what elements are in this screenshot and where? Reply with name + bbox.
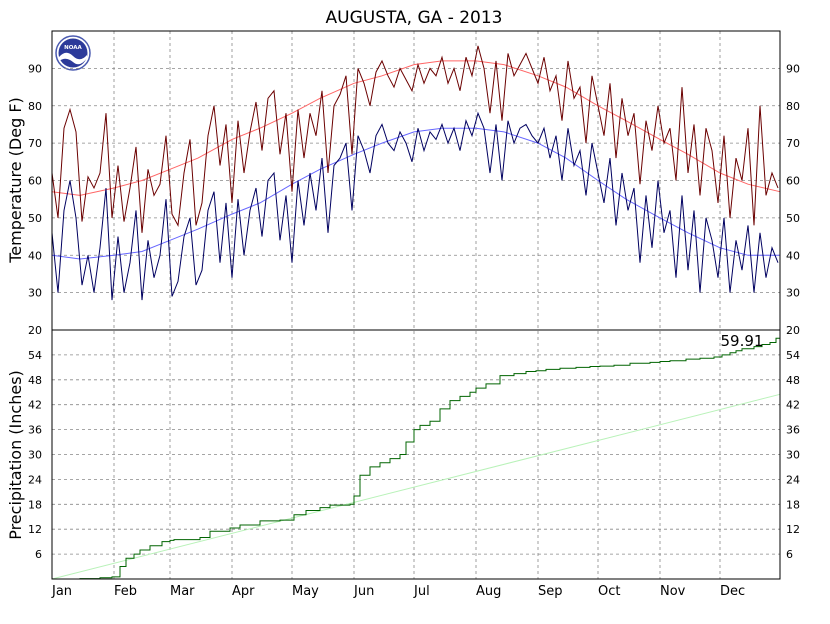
temperature-tick-label-right: 70 (786, 137, 800, 150)
noaa-logo: NOAA (55, 35, 91, 71)
month-tick-label: Dec (720, 584, 745, 599)
month-tick-label: Feb (114, 584, 137, 599)
month-tick-label: Nov (660, 584, 686, 599)
precipitation-tick-label-left: 30 (28, 449, 42, 462)
precipitation-tick-label-left: 54 (28, 349, 42, 362)
temperature-tick-label-left: 30 (28, 287, 42, 300)
precipitation-tick-label-left: 48 (28, 374, 42, 387)
normal-cumulative-precipitation-line (51, 393, 781, 580)
precipitation-tick-label-left: 36 (28, 424, 42, 437)
normal-low-temperature-line (51, 127, 780, 260)
temperature-tick-label-right: 60 (786, 175, 800, 188)
logo-text: NOAA (64, 45, 82, 51)
temperature-tick-label-left: 50 (28, 212, 42, 225)
temperature-tick-label-left: 90 (28, 62, 42, 75)
precipitation-tick-label-right: 30 (786, 449, 800, 462)
temperature-tick-label-left: 80 (28, 100, 42, 113)
precipitation-tick-label-left: 42 (28, 399, 42, 412)
temperature-tick-label-left: 60 (28, 175, 42, 188)
temperature-tick-label-left: 40 (28, 249, 42, 262)
precipitation-tick-label-left: 6 (35, 548, 42, 561)
precipitation-tick-label-right: 24 (786, 473, 800, 486)
month-tick-label: Jan (51, 584, 72, 599)
precipitation-tick-label-left: 24 (28, 473, 42, 486)
series-layer (51, 45, 781, 580)
month-tick-label: Oct (598, 584, 620, 599)
month-tick-label: May (292, 584, 319, 599)
temperature-tick-label-right: 80 (786, 100, 800, 113)
month-tick-label: Mar (170, 584, 195, 599)
logo-bird (59, 52, 87, 65)
precipitation-tick-label-left: 12 (28, 523, 42, 536)
normal-high-temperature-line (51, 60, 781, 196)
precipitation-total-label: 59.91 (721, 332, 764, 350)
temperature-y-axis-label: Temperature (Deg F) (6, 97, 25, 264)
temperature-tick-label-right: 30 (786, 287, 800, 300)
precipitation-tick-label-right: 42 (786, 399, 800, 412)
month-tick-label: Apr (232, 584, 255, 599)
month-tick-label: Sep (538, 584, 563, 599)
temperature-tick-label-left: 70 (28, 137, 42, 150)
observed-cumulative-precipitation-line (52, 330, 781, 580)
temperature-tick-label-right: 20 (786, 324, 800, 337)
month-tick-label: Jul (413, 584, 430, 599)
precipitation-tick-label-left: 18 (28, 498, 42, 511)
temperature-tick-label-right: 90 (786, 62, 800, 75)
precipitation-tick-label-right: 54 (786, 349, 800, 362)
temperature-tick-label-right: 50 (786, 212, 800, 225)
precipitation-tick-label-right: 6 (786, 548, 793, 561)
temperature-tick-label-left: 20 (28, 324, 42, 337)
precipitation-y-axis-label: Precipitation (Inches) (6, 370, 25, 540)
precipitation-tick-label-right: 18 (786, 498, 800, 511)
chart-title: AUGUSTA, GA - 2013 (326, 8, 503, 28)
precipitation-tick-label-right: 36 (786, 424, 800, 437)
observed-low-temperature-line (51, 111, 779, 301)
month-tick-label: Aug (476, 584, 501, 599)
tick-layer: Jan Feb Mar Apr May Jun Jul Aug Sep Oct Nov Dec 20 20… (28, 62, 800, 599)
observed-high-temperature-line (51, 45, 779, 233)
plot-frame (51, 30, 781, 580)
precipitation-tick-label-right: 48 (786, 374, 800, 387)
precipitation-tick-label-right: 12 (786, 523, 800, 536)
logo-disc (58, 38, 88, 68)
temperature-tick-label-right: 40 (786, 249, 800, 262)
month-tick-label: Jun (353, 584, 374, 599)
grid-layer (52, 31, 780, 579)
